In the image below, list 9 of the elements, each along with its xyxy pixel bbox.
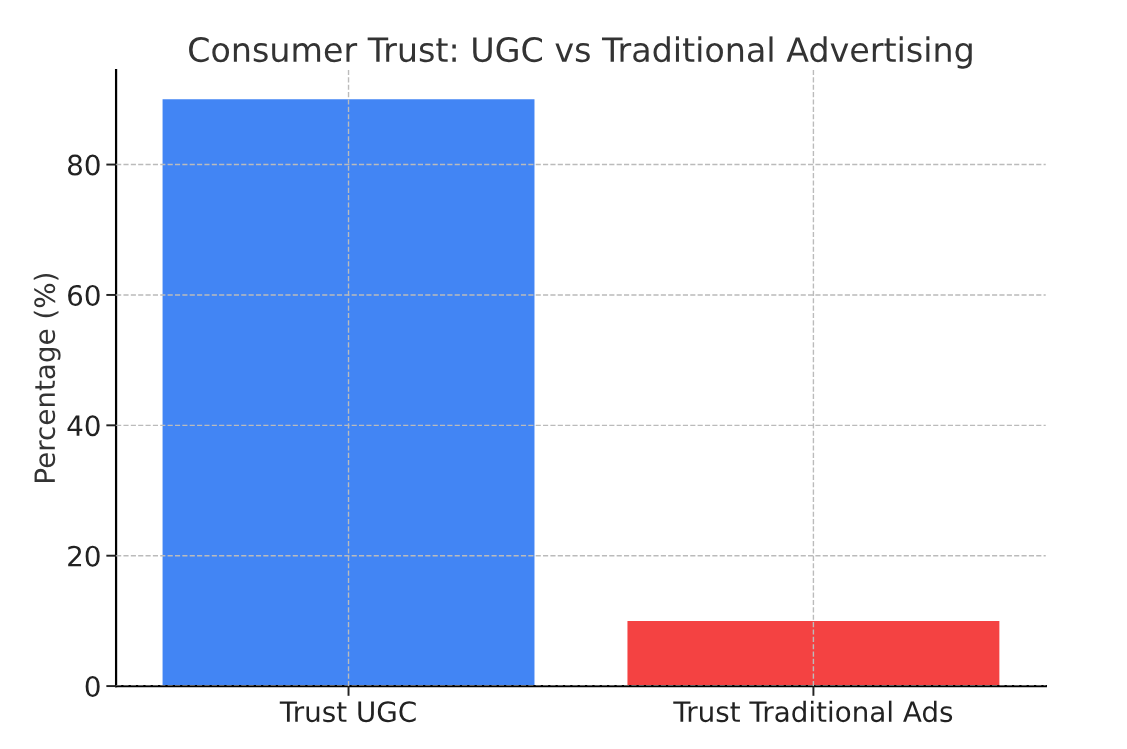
y-tick-label: 80 xyxy=(68,154,100,176)
y-tick-label: 40 xyxy=(67,415,100,437)
x-tick-label: Trust Traditional Ads xyxy=(673,700,953,723)
y-tick-label: 0 xyxy=(85,676,100,698)
chart-title: Consumer Trust: UGC vs Traditional Advertising xyxy=(189,36,972,69)
y-tick-label: 20 xyxy=(68,545,100,567)
x-tick-label: Trust UGC xyxy=(279,701,416,723)
y-axis-title: Percentage (%) xyxy=(33,273,61,482)
y-tick-label: 60 xyxy=(68,284,100,306)
